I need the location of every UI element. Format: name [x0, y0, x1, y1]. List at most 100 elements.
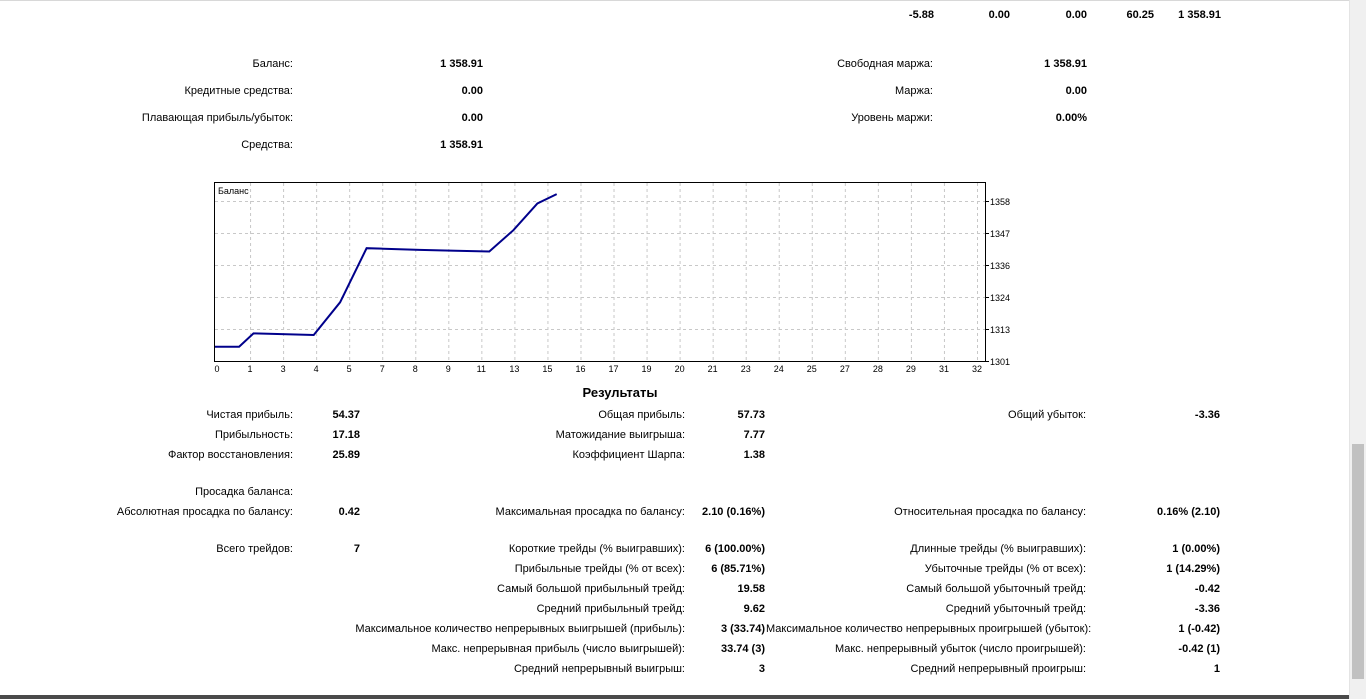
y-tick-label: 1358: [990, 197, 1010, 207]
short-trades-label: Короткие трейды (% выигравших):: [508, 543, 685, 555]
profitability-label: Прибыльность:: [214, 429, 293, 441]
x-tick-label: 29: [906, 364, 916, 374]
top-cell: 0.00: [988, 9, 1010, 21]
gross-loss-label: Общий убыток:: [1008, 409, 1086, 421]
equity-label: Средства:: [241, 139, 293, 151]
x-tick-label: 17: [609, 364, 619, 374]
drawdown-header: Просадка баланса:: [195, 486, 293, 498]
x-tick-label: 9: [446, 364, 451, 374]
x-tick-label: 13: [509, 364, 519, 374]
x-tick-label: 21: [708, 364, 718, 374]
x-tick-label: 7: [380, 364, 385, 374]
max-consec-loss-label: Макс. непрерывный убыток (число проигрыш…: [834, 643, 1086, 655]
max-consec-losses-value: 1 (-0.42): [1178, 623, 1220, 635]
floating-pl-label: Плавающая прибыль/убыток:: [141, 112, 293, 124]
gross-profit-label: Общая прибыль:: [598, 409, 685, 421]
y-tick-label: 1347: [990, 229, 1010, 239]
profitability-value: 17.18: [332, 429, 360, 441]
long-trades-label: Длинные трейды (% выигравших):: [910, 543, 1086, 555]
x-tick-label: 16: [575, 364, 585, 374]
top-divider: [0, 0, 1349, 1]
rel-drawdown-value: 0.16% (2.10): [1157, 506, 1220, 518]
avg-consec-losses-value: 1: [1213, 663, 1220, 675]
largest-loss-label: Самый большой убыточный трейд:: [906, 583, 1086, 595]
largest-loss-value: -0.42: [1194, 583, 1220, 595]
max-consec-profit-value: 33.74 (3): [720, 643, 765, 655]
y-tick-label: 1336: [990, 261, 1010, 271]
top-cell: 0.00: [1065, 9, 1087, 21]
avg-profit-value: 9.62: [743, 603, 765, 615]
y-tick-label: 1324: [990, 293, 1010, 303]
gross-profit-value: 57.73: [737, 409, 765, 421]
total-trades-label: Всего трейдов:: [216, 543, 293, 555]
rel-drawdown-label: Относительная просадка по балансу:: [894, 506, 1086, 518]
chart-grid: [215, 183, 985, 361]
y-tick-label: 1313: [990, 325, 1010, 335]
short-trades-value: 6 (100.00%): [705, 543, 765, 555]
avg-consec-losses-label: Средний непрерывный проигрыш:: [910, 663, 1086, 675]
recovery-factor-value: 25.89: [332, 449, 360, 461]
results-title: Результаты: [582, 385, 658, 400]
recovery-factor-label: Фактор восстановления:: [167, 449, 293, 461]
sharpe-value: 1.38: [743, 449, 765, 461]
total-trades-value: 7: [353, 543, 360, 555]
avg-loss-label: Средний убыточный трейд:: [945, 603, 1086, 615]
credit-label: Кредитные средства:: [184, 85, 293, 97]
net-profit-label: Чистая прибыль:: [206, 409, 293, 421]
x-tick-label: 28: [873, 364, 883, 374]
x-tick-label: 24: [774, 364, 784, 374]
expected-payoff-value: 7.77: [743, 429, 765, 441]
floating-pl-value: 0.00: [461, 112, 483, 124]
vertical-scrollbar[interactable]: [1349, 0, 1366, 699]
max-consec-losses-label: Максимальное количество непрерывных прои…: [766, 623, 1092, 635]
chart-title: Баланс: [218, 186, 249, 196]
max-consec-loss-value: -0.42 (1): [1178, 643, 1220, 655]
max-consec-profit-label: Макс. непрерывная прибыль (число выигрыш…: [431, 643, 685, 655]
profit-trades-label: Прибыльные трейды (% от всех):: [514, 563, 685, 575]
scrollbar-thumb[interactable]: [1352, 444, 1364, 679]
x-tick-label: 32: [972, 364, 982, 374]
x-axis: 0 1 3 4 5 7 8 9 11 13 15 16 17 19 20 21 23 24 25 27 28 29 31 32: [214, 364, 982, 374]
x-tick-label: 11: [477, 364, 486, 374]
top-cell: 1 358.91: [1178, 9, 1221, 21]
x-tick-label: 8: [413, 364, 418, 374]
y-tick-label: 1301: [990, 357, 1010, 367]
avg-consec-wins-value: 3: [758, 663, 765, 675]
loss-trades-label: Убыточные трейды (% от всех):: [924, 563, 1086, 575]
avg-consec-wins-label: Средний непрерывный выигрыш:: [513, 663, 685, 675]
max-consec-wins-label: Максимальное количество непрерывных выиг…: [355, 623, 685, 635]
top-cell: 60.25: [1126, 9, 1154, 21]
largest-profit-value: 19.58: [737, 583, 765, 595]
max-drawdown-value: 2.10 (0.16%): [702, 506, 765, 518]
margin-label: Маржа:: [894, 85, 933, 97]
x-tick-label: 4: [314, 364, 319, 374]
margin-value: 0.00: [1065, 85, 1087, 97]
expected-payoff-label: Матожидание выигрыша:: [555, 429, 685, 441]
plot-frame: [214, 182, 986, 362]
max-drawdown-label: Максимальная просадка по балансу:: [495, 506, 685, 518]
profit-trades-value: 6 (85.71%): [711, 563, 765, 575]
x-tick-label: 27: [840, 364, 850, 374]
x-tick-label: 19: [642, 364, 652, 374]
equity-value: 1 358.91: [440, 139, 483, 151]
x-tick-label: 25: [807, 364, 817, 374]
max-consec-wins-value: 3 (33.74): [720, 623, 765, 635]
gross-loss-value: -3.36: [1194, 409, 1220, 421]
margin-level-label: Уровень маржи:: [851, 112, 933, 124]
bottom-bar: [0, 695, 1349, 699]
top-cell: -5.88: [908, 9, 934, 21]
x-tick-label: 5: [347, 364, 352, 374]
x-tick-label: 31: [939, 364, 949, 374]
x-tick-label: 3: [281, 364, 286, 374]
x-tick-label: 23: [741, 364, 751, 374]
y-axis: 1358 1347 1336 1324 1313 1301: [985, 197, 1010, 367]
margin-level-value: 0.00%: [1055, 112, 1087, 124]
free-margin-value: 1 358.91: [1044, 58, 1087, 70]
avg-profit-label: Средний прибыльный трейд:: [536, 603, 685, 615]
x-tick-label: 1: [248, 364, 253, 374]
sharpe-label: Коэффициент Шарпа:: [572, 449, 685, 461]
long-trades-value: 1 (0.00%): [1172, 543, 1220, 555]
balance-label: Баланс:: [252, 58, 293, 70]
x-tick-label: 15: [542, 364, 552, 374]
